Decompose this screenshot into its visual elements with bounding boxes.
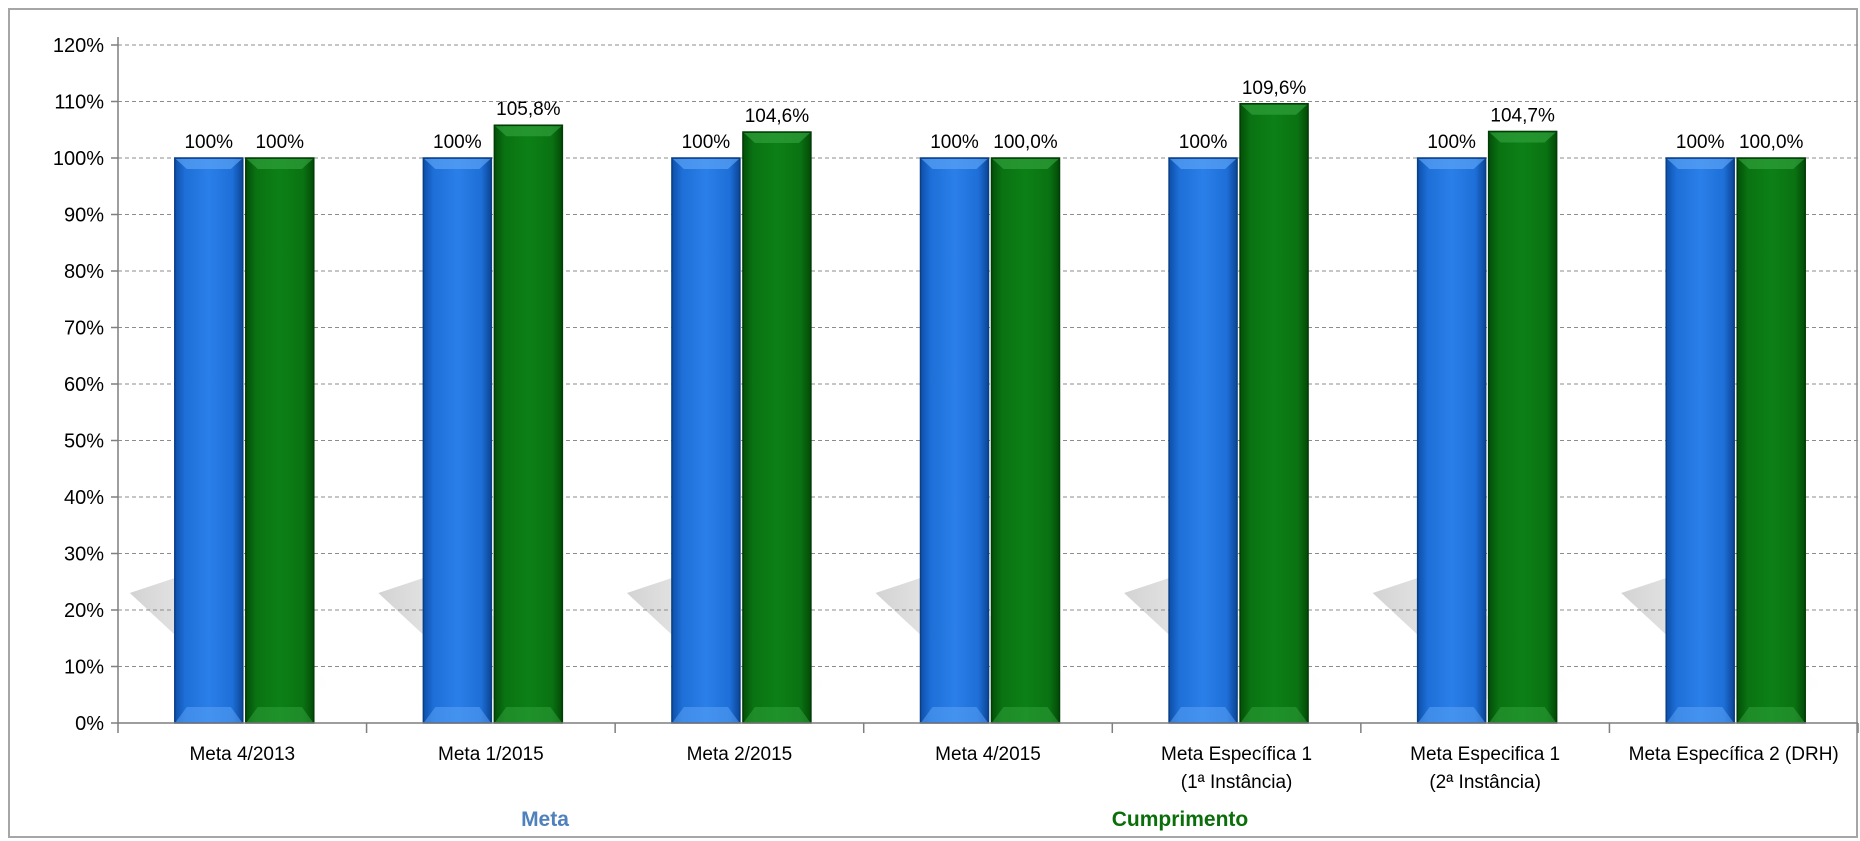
data-label: 100% [1179, 132, 1228, 153]
x-category-label: (1ª Instância) [1181, 772, 1293, 793]
bar-cumprimento [990, 157, 1061, 724]
x-category-label: (2ª Instância) [1429, 772, 1541, 793]
bar-cumprimento [1487, 130, 1558, 724]
bar-bevel-bottom [1241, 707, 1308, 722]
axes: 0% 10% 20% 30% 40% 50% 60% 70% 80% 90% 100% 110% 120… [53, 35, 1859, 793]
data-label: 105,8% [496, 99, 561, 120]
x-category-label: Meta 1/2015 [438, 744, 544, 765]
x-category-label: Meta Específica 1 [1161, 744, 1312, 765]
y-tick-label: 110% [54, 92, 104, 114]
x-category-label: Meta 2/2015 [687, 744, 793, 765]
data-label: 104,7% [1490, 105, 1555, 126]
bar-bevel-bottom [1667, 707, 1734, 722]
bar-bevel-bottom [1738, 707, 1805, 722]
bar-bevel-top [424, 159, 491, 169]
bar-bevel-bottom [672, 707, 739, 722]
bar-bevel-bottom [1170, 707, 1237, 722]
y-tick-label: 10% [64, 657, 104, 679]
x-category-label: Meta Específica 2 (DRH) [1629, 744, 1839, 765]
y-tick-label: 20% [64, 600, 104, 622]
legend-entry-cumprimento: Cumprimento [1112, 808, 1249, 831]
x-category-label: Meta 4/2013 [189, 744, 295, 765]
bar-meta [1665, 157, 1735, 724]
bar-bevel-top [672, 159, 739, 169]
y-tick-label: 0% [75, 713, 104, 735]
bar-bevel-top [1738, 159, 1805, 169]
bar-bevel-bottom [246, 707, 313, 722]
data-label: 100,0% [993, 132, 1058, 153]
legend-entry-meta: Meta [521, 808, 569, 831]
data-label: 100% [682, 132, 731, 153]
bar-bevel-top [1170, 159, 1237, 169]
y-tick-label: 60% [64, 374, 104, 396]
x-category-label: Meta 4/2015 [935, 744, 1041, 765]
bar-bevel-top [743, 133, 810, 144]
bar-meta [919, 157, 990, 724]
legend: Meta Cumprimento [521, 808, 1248, 831]
bar-meta [1416, 157, 1487, 724]
data-labels: 100% 100% 100% 105,8% 100% 104,6% 100% 100,0% 10… [184, 78, 1803, 153]
data-label: 100% [1676, 132, 1725, 153]
bar-cumprimento [1736, 157, 1806, 724]
data-label: 100% [930, 132, 979, 153]
bar-cumprimento [742, 131, 812, 724]
data-label: 100,0% [1739, 132, 1804, 153]
y-tick-label: 100% [53, 148, 104, 170]
bars [174, 103, 1806, 724]
bar-bevel-bottom [424, 707, 491, 722]
bar-bevel-top [1667, 159, 1734, 169]
y-tick-label: 80% [64, 261, 104, 283]
y-tick-label: 120% [53, 35, 104, 57]
bar-bevel-top [246, 159, 313, 169]
bar-cumprimento [245, 157, 315, 724]
bar-bevel-top [1241, 104, 1308, 115]
bar-bevel-bottom [175, 707, 242, 722]
bar-cumprimento [1239, 103, 1309, 724]
bar-bevel-top [992, 159, 1059, 169]
y-tick-label: 50% [64, 431, 104, 453]
bar-bevel-top [921, 159, 988, 169]
bar-bevel-bottom [743, 707, 810, 722]
data-label: 100% [1427, 132, 1476, 153]
bar-meta [671, 157, 741, 724]
bar-bevel-bottom [495, 707, 562, 722]
data-label: 100% [433, 132, 482, 153]
data-label: 109,6% [1242, 78, 1307, 99]
bar-meta [1168, 157, 1238, 724]
bar-bevel-bottom [992, 707, 1059, 722]
bar-bevel-bottom [921, 707, 988, 722]
bar-bevel-bottom [1418, 707, 1485, 722]
bar-bevel-top [175, 159, 242, 169]
data-label: 100% [255, 132, 304, 153]
y-tick-label: 90% [64, 205, 104, 227]
bar-bevel-bottom [1489, 707, 1556, 722]
y-tick-label: 40% [64, 487, 104, 509]
bar-bevel-top [1418, 159, 1485, 169]
bar-bevel-top [495, 126, 562, 137]
bar-meta [174, 157, 244, 724]
data-label: 104,6% [745, 106, 810, 127]
y-tick-label: 30% [64, 544, 104, 566]
y-tick-label: 70% [64, 318, 104, 340]
bar-cumprimento [493, 124, 564, 724]
bar-bevel-top [1489, 132, 1556, 143]
x-category-label: Meta Especifica 1 [1410, 744, 1560, 765]
bar-meta [422, 157, 493, 724]
data-label: 100% [184, 132, 233, 153]
